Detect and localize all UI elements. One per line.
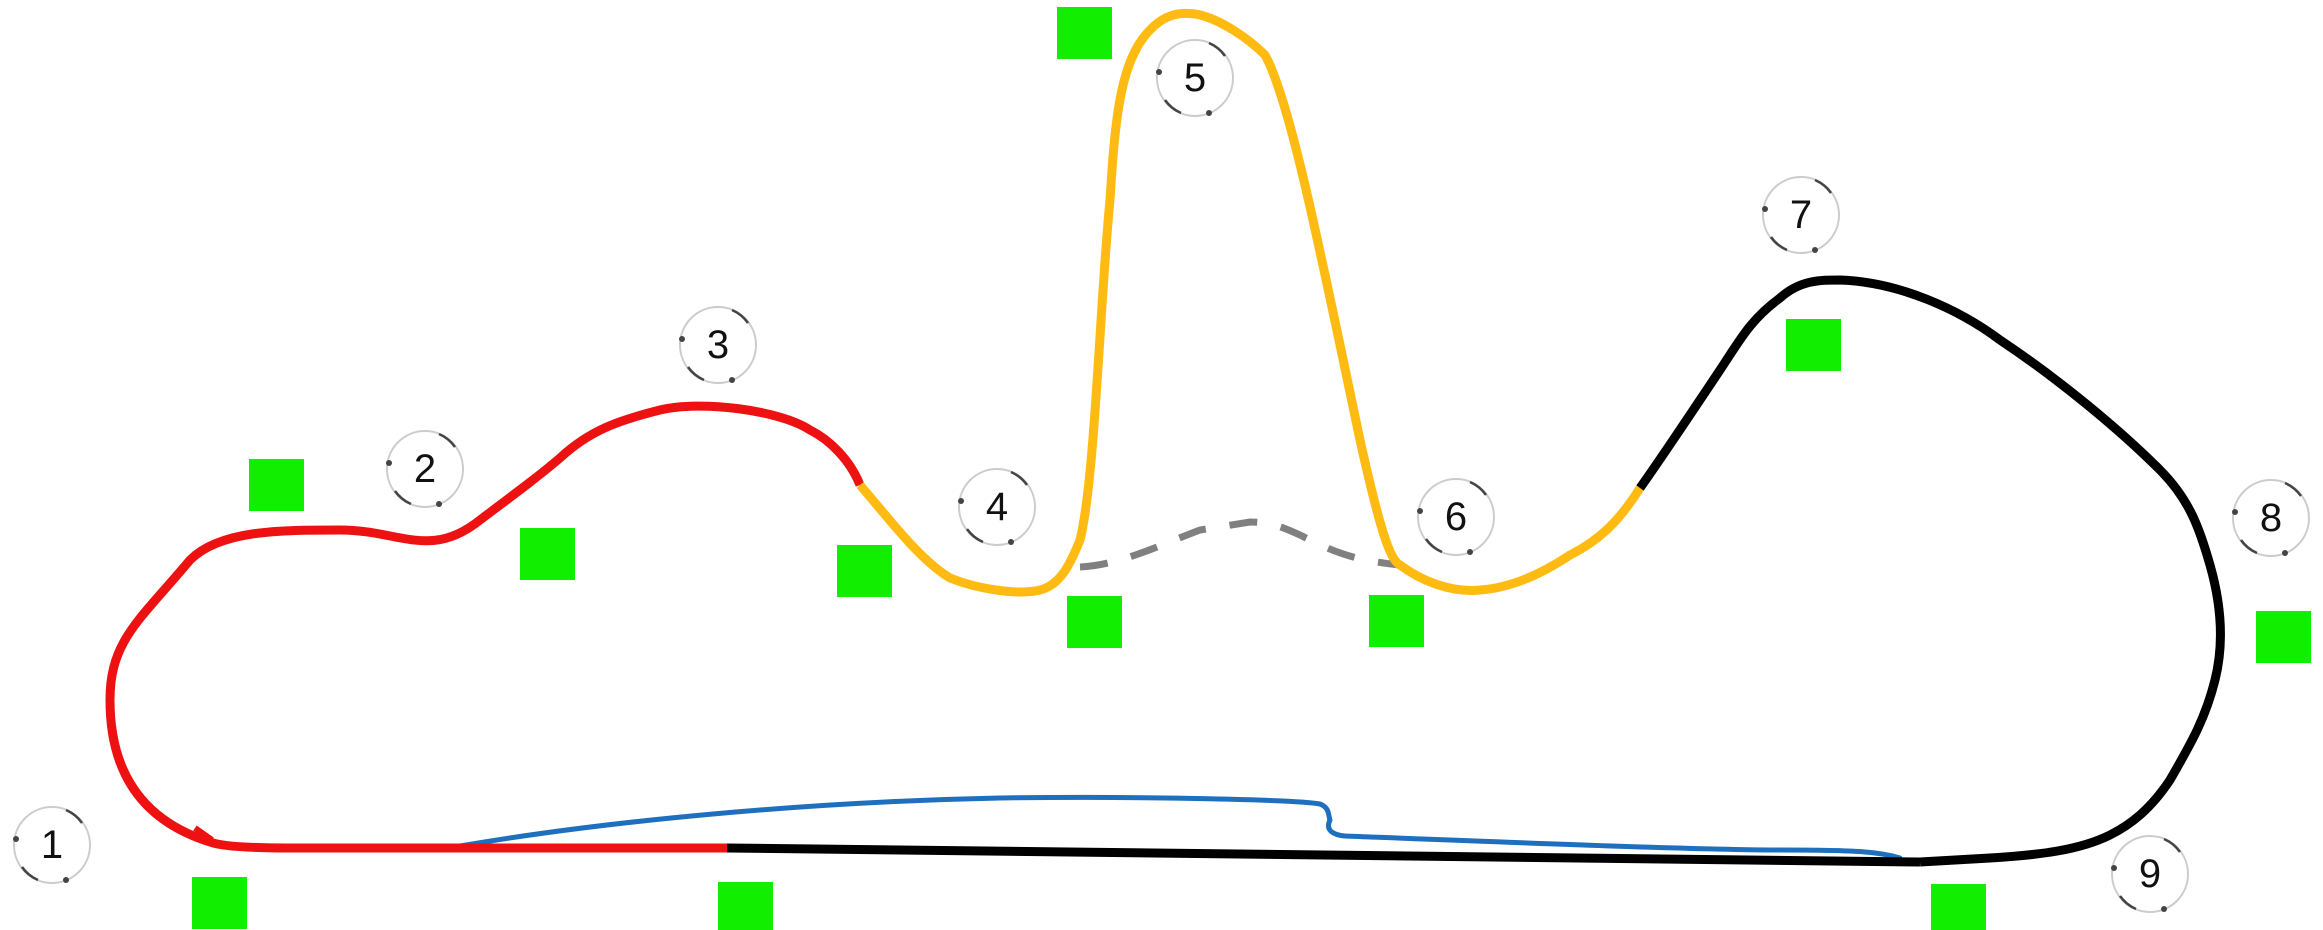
track-sector-1 (105, 401, 865, 853)
turn-number: 5 (1184, 56, 1206, 100)
track-sector-3-main-straight (726, 843, 1921, 867)
turn-badge-8: 8 (2232, 479, 2310, 557)
green-square-marker (520, 528, 575, 580)
green-square-marker (1369, 595, 1424, 647)
turn-badge-1: 1 (13, 806, 91, 884)
badge-ring (386, 430, 464, 508)
turn-number: 4 (986, 485, 1008, 529)
rotation-arrows-icon (2232, 481, 2303, 556)
turn-badge-4: 4 (958, 468, 1036, 546)
marker-group (192, 7, 2311, 930)
turn-badge-7: 7 (1762, 176, 1840, 254)
turn-badge-3: 3 (679, 306, 757, 384)
alt-route-dashed (1079, 518, 1401, 571)
green-square-marker (1931, 884, 1986, 930)
badge-ring (1762, 176, 1840, 254)
turn-number: 2 (414, 447, 436, 491)
turn-number: 1 (41, 823, 63, 867)
badge-ring (2111, 835, 2189, 913)
turn-number: 8 (2260, 496, 2282, 540)
badge-ring (679, 306, 757, 384)
green-square-marker (249, 459, 304, 511)
turn-badge-2: 2 (386, 430, 464, 508)
badge-ring (13, 806, 91, 884)
rotation-arrows-icon (2111, 837, 2182, 912)
track-sector-2 (856, 8, 1644, 597)
rotation-arrows-icon (679, 308, 750, 383)
green-square-marker (2256, 611, 2311, 663)
green-square-marker (1057, 7, 1112, 59)
green-square-marker (1786, 319, 1841, 371)
turn-badge-9: 9 (2111, 835, 2189, 913)
rotation-arrows-icon (958, 470, 1029, 545)
track-sector-3 (1636, 275, 2225, 867)
rotation-arrows-icon (1762, 178, 1833, 253)
badge-ring (1417, 478, 1495, 556)
badge-ring (958, 468, 1036, 546)
rotation-arrows-icon (1156, 41, 1227, 116)
green-square-marker (837, 545, 892, 597)
badge-ring (1156, 39, 1234, 117)
turn-badge-6: 6 (1417, 478, 1495, 556)
turn-number: 7 (1790, 193, 1812, 237)
turn-badges: 1 2 3 4 5 6 7 8 9 (13, 39, 2310, 913)
badge-ring (2232, 479, 2310, 557)
green-square-marker (1067, 596, 1122, 648)
rotation-arrows-icon (386, 432, 457, 507)
rotation-arrows-icon (13, 808, 84, 883)
green-square-marker (192, 877, 247, 929)
rotation-arrows-icon (1417, 480, 1488, 555)
green-square-marker (718, 882, 773, 930)
start-notch (193, 825, 214, 843)
turn-number: 6 (1445, 495, 1467, 539)
turn-number: 3 (707, 323, 729, 367)
pit-lane (457, 794, 1903, 861)
turn-number: 9 (2139, 852, 2161, 896)
turn-badge-5: 5 (1156, 39, 1234, 117)
